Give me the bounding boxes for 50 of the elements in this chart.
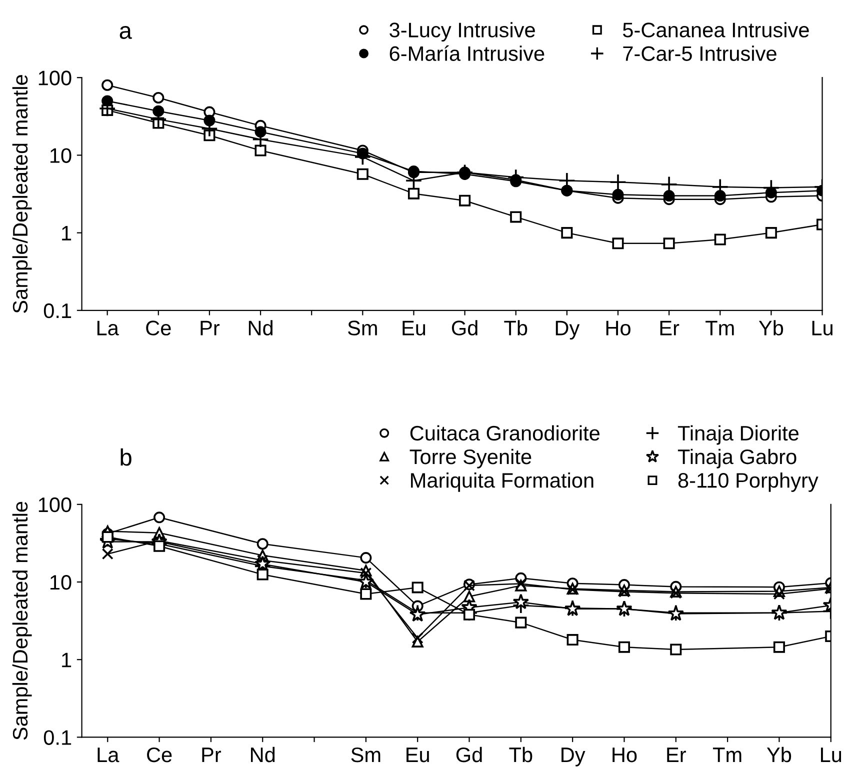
y-tick-label: 0.1 (44, 303, 72, 318)
x-tick-label: Eu (402, 320, 426, 336)
x-tick-label: Tb (504, 320, 528, 336)
legend-label: Mariquita Formation (411, 472, 594, 492)
x-tick-label: Er (667, 748, 686, 762)
x-tick-label: Sm (348, 320, 377, 336)
x-tick-label: Ce (147, 747, 172, 762)
legend-label: Tinaja Diorite (678, 425, 798, 445)
y-tick-label: 1 (62, 226, 72, 240)
x-tick-label: Ho (606, 320, 630, 336)
x-tick-label: Nd (251, 746, 275, 762)
x-tick-label: Ce (146, 320, 171, 336)
chart-title: b (120, 448, 132, 466)
x-tick-label: Pr (200, 320, 220, 336)
x-tick-label: Yb (766, 746, 792, 762)
y-tick-label: 10 (50, 575, 72, 590)
legend-label: Torre Syenite (410, 448, 532, 468)
x-tick-label: La (98, 748, 120, 762)
x-tick-label: Tm (706, 320, 734, 336)
y-axis-title: Sample/Depleated mantle (12, 502, 32, 740)
x-tick-label: Tb (509, 746, 532, 762)
x-tick-label: Dy (562, 748, 586, 766)
legend-label: 5-Cananea Intrusive (622, 22, 809, 38)
x-tick-label: Ho (612, 748, 637, 762)
legend-label: 8-110 Porphyry (678, 472, 818, 492)
x-tick-label: Gd (452, 320, 478, 336)
x-tick-label: Gd (456, 746, 482, 762)
legend-label: 3-Lucy Intrusive (390, 22, 535, 42)
x-tick-label: Nd (248, 320, 272, 336)
y-tick-label: 10 (50, 148, 72, 163)
x-tick-label: Pr (202, 748, 222, 762)
x-tick-label: Eu (406, 748, 429, 762)
y-tick-label: 100 (38, 497, 72, 512)
legend-label: Tinaja Gabro (678, 448, 796, 468)
x-tick-label: Lu (820, 748, 842, 762)
x-tick-label: Er (660, 320, 680, 336)
x-tick-label: Sm (351, 747, 380, 762)
x-tick-label: Dy (556, 320, 580, 340)
chart-title: a (120, 26, 132, 39)
y-tick-label: 0.1 (44, 730, 72, 745)
y-axis-title: Sample/Depleated mantle (12, 75, 32, 313)
x-tick-label: La (97, 320, 119, 336)
x-tick-label: Lu (812, 320, 832, 336)
y-tick-label: 1 (62, 652, 72, 668)
legend-label: Cuitaca Granodiorite (410, 425, 600, 441)
legend-label: 6-María Intrusive (390, 45, 544, 61)
legend-label: 7-Car-5 Intrusive (623, 46, 776, 61)
x-tick-label: Yb (758, 320, 784, 336)
x-tick-label: Tm (712, 748, 742, 762)
y-tick-label: 100 (38, 70, 72, 86)
